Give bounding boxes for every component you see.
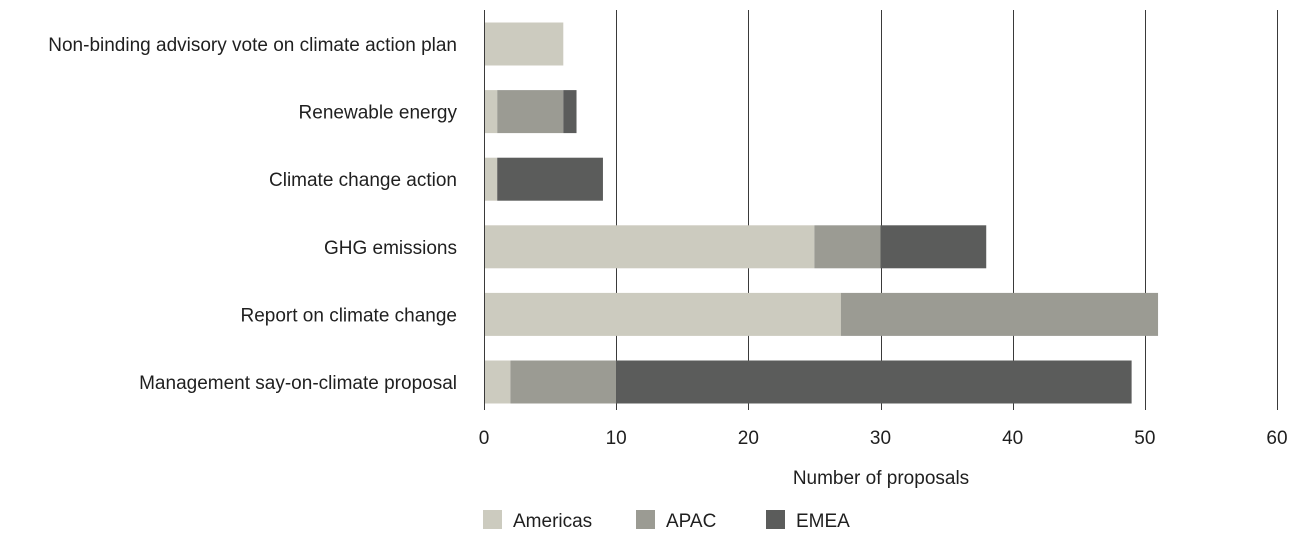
bar-segment [510, 360, 617, 404]
legend: Americas APAC EMEA [483, 510, 850, 532]
bar-segment [484, 225, 815, 269]
legend-label: APAC [666, 511, 716, 532]
category-label: Renewable energy [299, 103, 458, 124]
legend-label: EMEA [796, 511, 850, 532]
legend-swatch [636, 510, 655, 529]
x-tick-labels: 0 10 20 30 40 50 60 [479, 428, 1288, 449]
x-tick-label: 40 [1002, 428, 1023, 449]
gridlines [616, 10, 1278, 410]
bar-segment [484, 360, 511, 404]
x-tick-label: 30 [870, 428, 891, 449]
bar-segment [616, 360, 1132, 404]
bar-segment [880, 225, 987, 269]
bar-segment [814, 225, 881, 269]
bar-segment [484, 22, 564, 66]
category-labels: Non-binding advisory vote on climate act… [48, 35, 457, 394]
category-label: Management say-on-climate proposal [139, 373, 457, 394]
x-tick-label: 20 [738, 428, 759, 449]
x-tick-label: 50 [1134, 428, 1155, 449]
legend-swatch [483, 510, 502, 529]
bar-segment [497, 90, 564, 134]
x-tick-label: 10 [606, 428, 627, 449]
legend-label: Americas [513, 511, 592, 532]
x-tick-label: 60 [1266, 428, 1287, 449]
category-label: Climate change action [269, 170, 457, 191]
bar-segment [497, 157, 603, 201]
bar-segment [840, 292, 1159, 336]
bars [484, 22, 1159, 404]
bar-segment [484, 157, 498, 201]
x-axis-title: Number of proposals [793, 468, 969, 489]
legend-swatch [766, 510, 785, 529]
x-tick-label: 0 [479, 428, 490, 449]
bar-segment [484, 292, 841, 336]
category-label: Report on climate change [240, 305, 457, 326]
bar-segment [563, 90, 577, 134]
bar-segment [484, 90, 498, 134]
category-label: GHG emissions [324, 238, 457, 259]
category-label: Non-binding advisory vote on climate act… [48, 35, 457, 56]
